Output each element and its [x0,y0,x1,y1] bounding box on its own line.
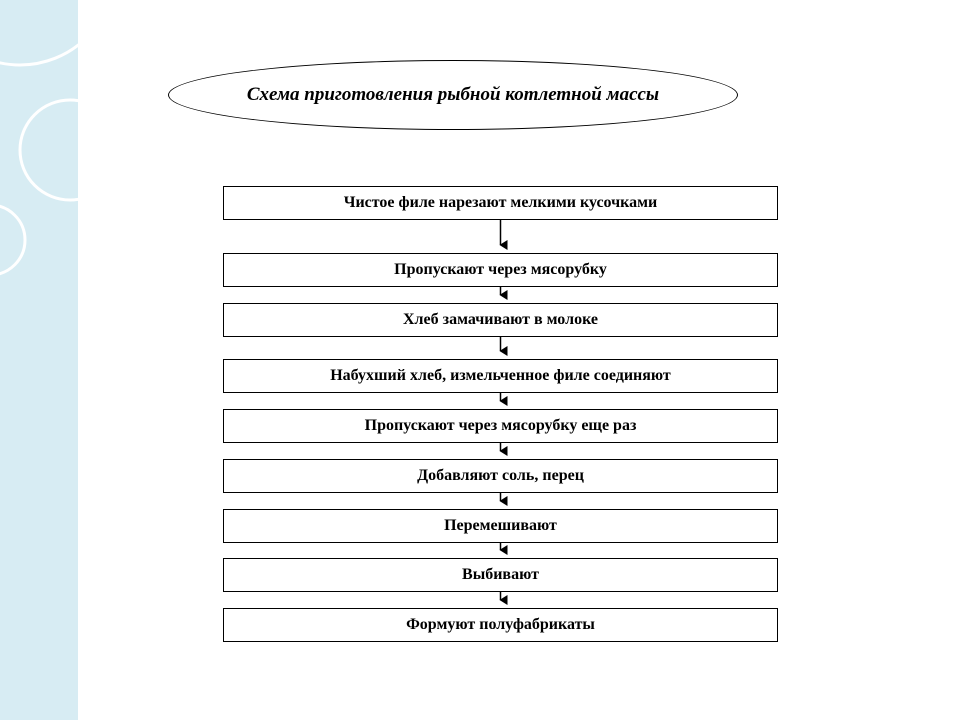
step-box: Пропускают через мясорубку еще раз [223,409,778,443]
step-label: Перемешивают [444,517,557,535]
diagram-content: Схема приготовления рыбной котлетной мас… [78,0,960,720]
step-box: Добавляют соль, перец [223,459,778,493]
step-label: Добавляют соль, перец [417,467,584,485]
step-box: Набухший хлеб, измельченное филе соединя… [223,359,778,393]
step-label: Формуют полуфабрикаты [406,616,595,634]
step-label: Набухший хлеб, измельченное филе соединя… [330,367,671,385]
title-text: Схема приготовления рыбной котлетной мас… [247,84,659,106]
step-box: Чистое филе нарезают мелкими кусочками [223,186,778,220]
step-box: Пропускают через мясорубку [223,253,778,287]
step-label: Пропускают через мясорубку [394,261,607,279]
step-label: Пропускают через мясорубку еще раз [365,417,637,435]
step-box: Хлеб замачивают в молоке [223,303,778,337]
step-label: Чистое филе нарезают мелкими кусочками [344,194,658,212]
sidebar-graphics [0,0,78,720]
decorative-sidebar [0,0,78,720]
step-label: Хлеб замачивают в молоке [403,311,598,329]
step-label: Выбивают [462,566,539,584]
step-box: Формуют полуфабрикаты [223,608,778,642]
step-box: Перемешивают [223,509,778,543]
step-box: Выбивают [223,558,778,592]
title-ellipse: Схема приготовления рыбной котлетной мас… [168,60,738,130]
